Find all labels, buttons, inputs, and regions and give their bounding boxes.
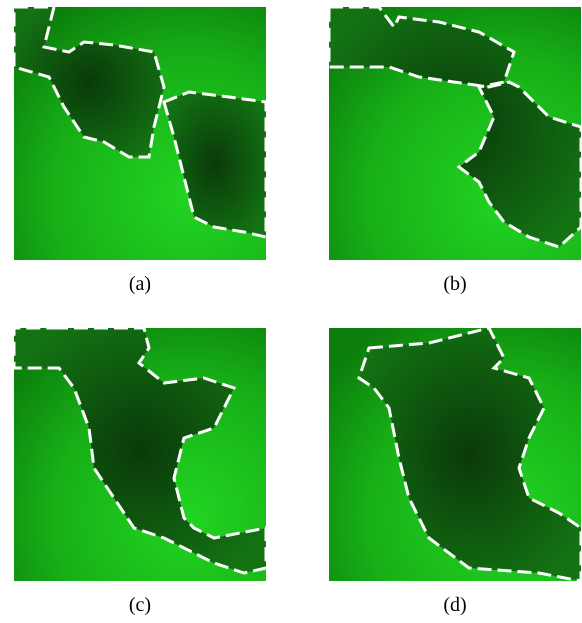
panel-label: (b) [443, 273, 466, 295]
panel [12, 5, 268, 260]
panel-label: (c) [129, 594, 151, 616]
dark-region [12, 326, 268, 575]
panel [327, 5, 582, 260]
panel [12, 326, 268, 581]
dark-region [357, 326, 582, 583]
dark-region [162, 90, 268, 239]
panel [329, 326, 582, 583]
dark-region [12, 5, 166, 159]
panel-label: (d) [443, 594, 466, 616]
dark-region [327, 5, 582, 249]
panel-label: (a) [129, 273, 151, 295]
